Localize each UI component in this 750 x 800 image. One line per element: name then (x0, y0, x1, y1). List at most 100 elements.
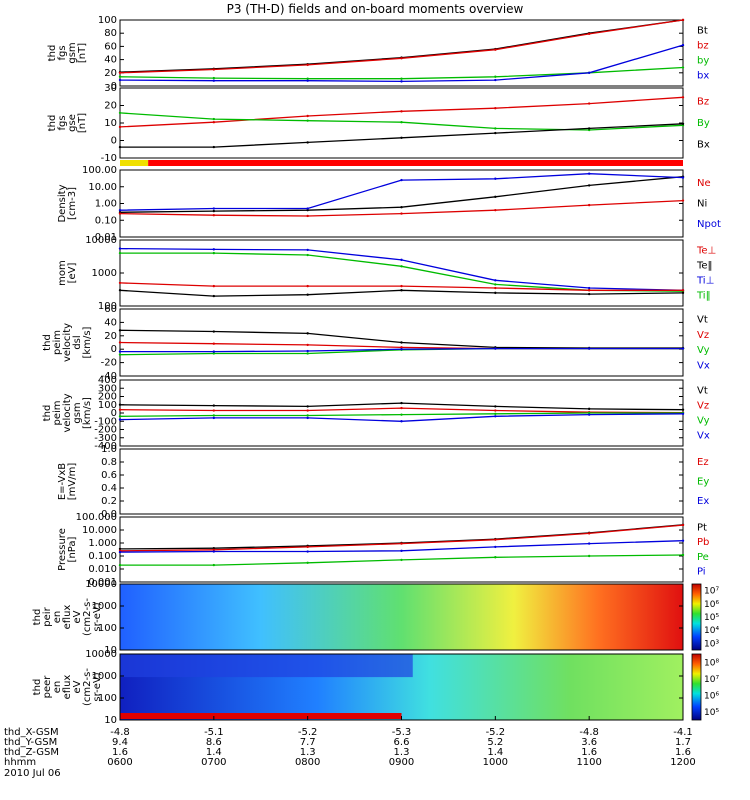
data-point (400, 57, 403, 60)
colorbar-tick-label: 10³ (704, 639, 719, 649)
data-point (494, 415, 497, 418)
y-tick-label: 100 (98, 301, 117, 312)
panel-frame (119, 448, 684, 515)
y-tick-label: 1000 (92, 268, 117, 279)
y-tick-label: 0.100 (88, 551, 117, 562)
data-point (400, 77, 403, 80)
data-point (212, 404, 216, 407)
data-point (212, 330, 216, 333)
x-axis-value: -5.2 (298, 727, 318, 738)
colorbar-tick-label: 10⁷ (704, 675, 719, 685)
quality-bar (148, 160, 683, 166)
legend-entry: by (697, 56, 709, 67)
data-point (587, 286, 591, 290)
x-axis-value: 8.6 (206, 737, 222, 748)
data-point (494, 78, 497, 82)
data-point (212, 414, 216, 417)
x-axis-value: 0700 (201, 757, 226, 768)
legend-entry: Ey (697, 477, 709, 488)
y-tick-label: 1.00 (95, 199, 117, 210)
y-tick-label: 1.0 (101, 444, 117, 455)
x-axis-row-label: thd_Y-GSM (4, 737, 57, 748)
data-point (212, 563, 216, 567)
data-point (212, 209, 216, 213)
y-tick-label: 0 (111, 344, 117, 355)
y-tick-label: 100 (98, 623, 117, 634)
panel-0: 0 20 40 60 80 100 thd fgs gsm [nT] Bt bz by bx (47, 15, 709, 92)
legend-entry: Ne (697, 178, 711, 189)
data-point (306, 63, 309, 67)
x-axis-value: -5.2 (486, 727, 506, 738)
legend-entry: Vx (697, 360, 710, 371)
data-point (306, 545, 309, 549)
data-point (681, 408, 685, 411)
panel-2: 0.01 0.10 1.00 10.00 100.00 Density [cm-3] Ne Ni… (57, 165, 721, 243)
y-axis-label: [nPa] (67, 536, 78, 562)
legend-entry: Vz (697, 330, 709, 341)
x-axis-value: 1.6 (581, 747, 597, 758)
high-energy-band (120, 654, 413, 678)
colorbar-tick-label: 10⁴ (704, 626, 719, 636)
panel-8: 10³ 10⁴ 10⁵ 10⁶ 10⁷ 10 100 1000 10000 thd peir en ef… (32, 579, 719, 656)
data-point (118, 75, 122, 78)
x-axis-value: 1.3 (394, 747, 410, 758)
data-point (681, 523, 685, 527)
y-tick-label: 10 (104, 118, 117, 129)
panel-1: -10 0 10 20 30 thd fgs gse [nT] Bz By Bx (47, 83, 710, 164)
data-point (494, 48, 497, 51)
data-point (306, 248, 309, 252)
data-point (212, 409, 216, 412)
y-tick-label: 60 (104, 41, 117, 52)
data-point (306, 550, 309, 553)
colorbar-tick-label: 10⁵ (704, 613, 719, 623)
y-tick-label: 0.0 (101, 509, 117, 520)
panel-9: 10⁵ 10⁶ 10⁷ 10⁸ 10 100 1000 10000 thd peer en eflux… (32, 649, 719, 726)
data-point (494, 291, 497, 295)
legend-entry: Ti⊥ (696, 276, 714, 287)
series-line-Ti⊥ (119, 247, 684, 291)
y-axis-label: thd (42, 334, 53, 351)
data-point (681, 199, 685, 202)
data-point (400, 549, 403, 553)
data-point (494, 347, 497, 350)
data-point (212, 145, 216, 149)
data-point (212, 550, 216, 553)
data-point (118, 408, 122, 411)
y-tick-label: 200 (98, 392, 117, 403)
y-axis-label: velocity (62, 323, 73, 362)
data-point (212, 342, 216, 345)
data-point (494, 279, 497, 282)
y-axis-label: fgs (57, 115, 68, 130)
y-tick-label: 0.001 (88, 577, 117, 588)
y-tick-label: 0 (111, 136, 117, 147)
y-axis-label: peir (42, 606, 53, 626)
data-point (212, 121, 216, 124)
data-point (118, 111, 122, 115)
x-axis-value: 7.7 (300, 737, 316, 748)
y-axis-label: [nT] (77, 113, 88, 133)
data-point (306, 77, 309, 80)
data-point (681, 66, 685, 69)
legend-entry: Ex (697, 496, 709, 507)
data-point (681, 176, 685, 179)
y-axis-label: dsl (72, 335, 83, 349)
data-point (212, 352, 216, 355)
data-point (118, 341, 122, 344)
y-axis-label: [cm-3] (67, 187, 78, 220)
data-point (118, 145, 122, 149)
data-point (118, 78, 122, 82)
x-axis-value: 1.6 (112, 747, 128, 758)
x-axis-value: 1.4 (206, 747, 222, 758)
data-point (400, 401, 403, 405)
y-tick-label: 400 (98, 375, 117, 386)
series-line-bz (119, 19, 684, 74)
y-tick-label: 100 (98, 15, 117, 26)
y-tick-label: 0.8 (101, 457, 117, 468)
x-axis-value: -5.3 (392, 727, 412, 738)
data-point (587, 411, 591, 415)
legend-entry: By (697, 118, 710, 129)
legend-entry: Ni (697, 199, 707, 210)
data-point (494, 177, 497, 180)
